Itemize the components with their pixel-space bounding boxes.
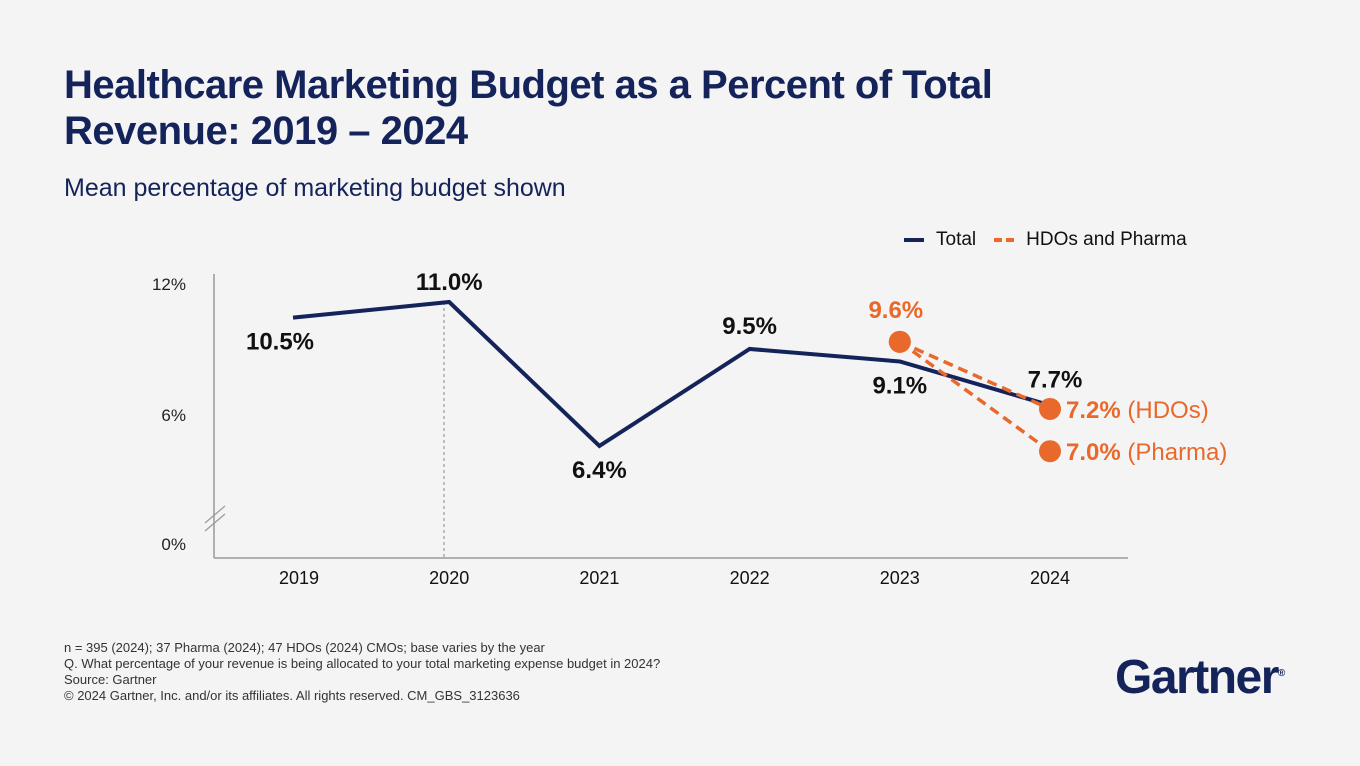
axis-break-mark	[204, 513, 226, 532]
data-point-pharma	[1039, 440, 1061, 463]
footnotes: n = 395 (2024); 37 Pharma (2024); 47 HDO…	[64, 640, 660, 704]
legend-swatch-hdos-pharma	[994, 238, 1015, 242]
end-label-pharma: 7.0% (Pharma)	[1066, 439, 1227, 466]
chart-subtitle: Mean percentage of marketing budget show…	[64, 174, 566, 202]
legend-label-hdos-pharma: HDOs and Pharma	[1026, 229, 1187, 250]
legend-swatch-total	[904, 238, 924, 242]
x-tick-label: 2024	[1030, 568, 1070, 588]
series-line-hdos	[899, 340, 1051, 411]
x-tick-label: 2023	[880, 568, 920, 588]
footnote-copyright: © 2024 Gartner, Inc. and/or its affiliat…	[64, 688, 520, 703]
line-chart: 12% 6% 0% 2019 2020 2021 2022 2023 2024 10.5% 11.…	[152, 269, 1227, 588]
data-label-total: 11.0%	[416, 269, 483, 296]
x-tick-label: 2021	[579, 568, 619, 588]
y-tick-label: 12%	[152, 275, 186, 294]
data-point-hdos	[1039, 397, 1061, 420]
footnote-question: Q. What percentage of your revenue is be…	[64, 656, 661, 671]
data-label-total: 6.4%	[572, 457, 627, 484]
x-tick-label: 2022	[730, 568, 770, 588]
data-point-pharma	[888, 330, 911, 353]
data-label-total: 7.7%	[1028, 366, 1083, 393]
legend-label-total: Total	[936, 229, 977, 250]
footnote-source: Source: Gartner	[64, 672, 157, 687]
gartner-logo: Gartner®	[1115, 651, 1285, 704]
end-label-hdos: 7.2% (HDOs)	[1066, 397, 1209, 424]
series-line-total	[292, 299, 1051, 449]
x-tick-label: 2020	[429, 568, 469, 588]
data-label-total: 10.5%	[246, 329, 314, 356]
data-label-hdos: 9.6%	[868, 297, 923, 324]
chart-title: Healthcare Marketing Budget as a Percent…	[64, 63, 993, 153]
footnote-sample: n = 395 (2024); 37 Pharma (2024); 47 HDO…	[64, 640, 545, 655]
x-tick-label: 2019	[279, 568, 319, 588]
y-tick-label: 6%	[161, 406, 186, 425]
axis-break-mark	[204, 505, 226, 524]
data-label-total: 9.5%	[722, 313, 777, 340]
legend: Total HDOs and Pharma	[904, 229, 1187, 251]
data-label-total: 9.1%	[872, 372, 927, 399]
y-tick-label: 0%	[161, 535, 186, 554]
